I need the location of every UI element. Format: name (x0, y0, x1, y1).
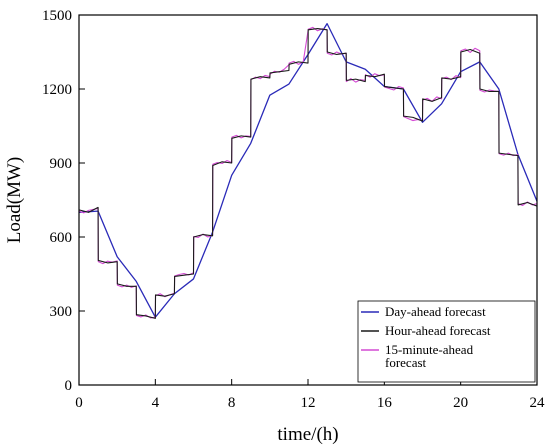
legend: Day-ahead forecast Hour-ahead forecast 15-… (357, 300, 536, 383)
x-tick-label: 16 (377, 395, 393, 411)
x-tick-label: 8 (228, 395, 236, 411)
x-axis-title: time/(h) (277, 424, 338, 445)
legend-label-3: 15-minute-ahead forecast (385, 342, 474, 370)
series-line-2 (78, 28, 538, 319)
plot-frame (78, 14, 538, 386)
legend-label-2: Hour-ahead forecast (385, 323, 491, 338)
series-lines (78, 22, 538, 319)
series-line-3 (78, 26, 538, 319)
x-tick-label: 20 (453, 395, 468, 411)
y-tick-label: 1500 (42, 8, 72, 24)
y-axis-title: Load(MW) (4, 157, 25, 244)
series-line-1 (78, 22, 538, 318)
y-tick-label: 0 (65, 378, 73, 394)
y-tick-label: 300 (50, 304, 73, 320)
tick-labels: 0 4 8 12 16 20 24 0 300 600 900 1200 1500 (42, 8, 545, 411)
x-tick-label: 24 (530, 395, 546, 411)
x-tick-label: 4 (152, 395, 160, 411)
legend-label-1: Day-ahead forecast (385, 304, 486, 319)
x-tick-label: 12 (301, 395, 316, 411)
y-tick-label: 600 (50, 230, 73, 246)
y-tick-label: 900 (50, 156, 73, 172)
x-tick-label: 0 (75, 395, 83, 411)
legend-box (357, 300, 536, 383)
y-tick-label: 1200 (42, 82, 72, 98)
